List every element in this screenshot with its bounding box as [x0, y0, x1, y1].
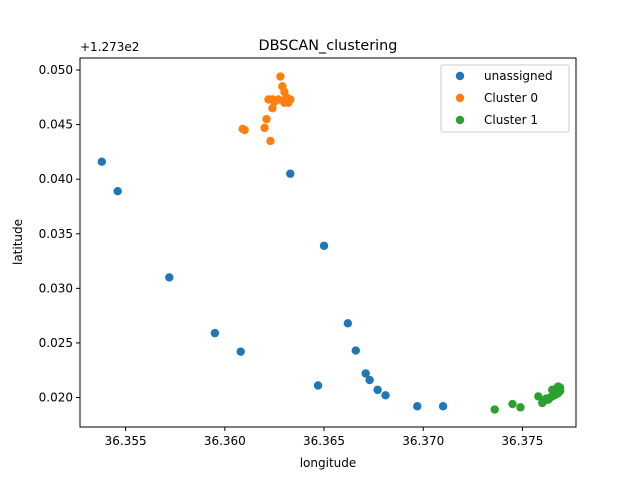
y-tick-label: 0.030 — [39, 281, 73, 295]
y-tick-label: 0.035 — [39, 227, 73, 241]
point-series-0-5 — [286, 169, 295, 178]
point-series-0-3 — [210, 328, 220, 338]
plot-marks — [97, 72, 565, 414]
plot-frame — [79, 57, 577, 428]
point-series-2-3 — [534, 392, 543, 401]
point-series-0-9 — [351, 346, 360, 355]
point-series-1-7 — [270, 97, 279, 106]
point-series-0-4 — [236, 347, 245, 356]
chart-title: DBSCAN_clustering — [259, 38, 398, 54]
point-series-0-13 — [381, 391, 390, 400]
point-series-1-16 — [266, 136, 275, 146]
point-series-2-1 — [508, 399, 517, 409]
legend-label: unassigned — [484, 69, 553, 83]
point-series-1-12 — [262, 114, 271, 124]
point-series-0-12 — [373, 385, 382, 395]
y-offset-label: +1.273e2 — [80, 40, 139, 54]
point-series-1-10 — [284, 98, 293, 107]
point-series-1-0 — [276, 72, 285, 81]
point-series-2-18 — [555, 383, 565, 392]
y-axis-title: latitude — [11, 219, 25, 265]
x-tick-label: 36.360 — [204, 434, 246, 448]
point-series-0-15 — [438, 402, 448, 411]
point-series-0-2 — [165, 273, 174, 282]
legend-marker — [455, 93, 465, 103]
y-tick-label: 0.020 — [39, 391, 73, 405]
x-tick-label: 36.365 — [303, 434, 345, 448]
legend-label: Cluster 0 — [484, 91, 538, 105]
x-axis: 36.355 36.360 36.365 36.370 36.375 — [105, 427, 543, 448]
point-series-0-8 — [343, 319, 353, 328]
point-series-0-11 — [365, 375, 374, 385]
point-series-1-13 — [260, 123, 269, 133]
y-axis: 0.020 0.025 0.030 0.035 0.040 0.045 0.050 — [39, 63, 80, 405]
x-axis-title: longitude — [300, 456, 357, 470]
point-series-2-2 — [516, 403, 525, 412]
legend-marker — [455, 71, 465, 81]
point-series-0-14 — [413, 402, 422, 411]
point-series-0-1 — [113, 186, 122, 196]
x-tick-label: 36.375 — [501, 434, 543, 448]
x-tick-label: 36.370 — [402, 434, 444, 448]
point-series-0-6 — [319, 241, 329, 250]
y-tick-label: 0.050 — [39, 63, 73, 77]
y-tick-label: 0.045 — [39, 118, 73, 132]
point-series-0-0 — [97, 157, 107, 166]
legend-label: Cluster 1 — [484, 113, 538, 127]
point-series-1-15 — [240, 125, 249, 135]
point-series-1-11 — [268, 104, 277, 113]
point-series-0-10 — [361, 369, 370, 378]
y-tick-label: 0.025 — [39, 336, 73, 350]
legend-box — [440, 64, 570, 133]
legend-marker — [455, 115, 465, 125]
point-series-2-0 — [490, 405, 499, 414]
x-tick-label: 36.355 — [105, 434, 147, 448]
point-series-0-7 — [313, 381, 323, 390]
legend: unassigned Cluster 0 Cluster 1 — [440, 64, 570, 133]
y-tick-label: 0.040 — [39, 172, 73, 186]
